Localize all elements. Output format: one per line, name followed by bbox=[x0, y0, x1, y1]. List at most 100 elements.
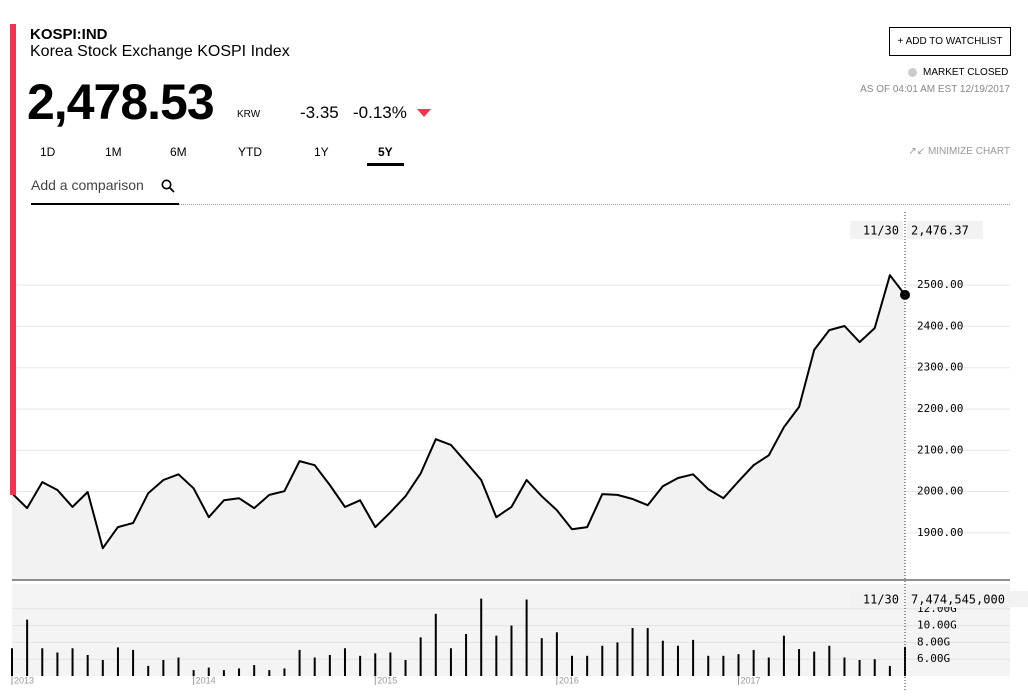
volume-bar bbox=[540, 638, 543, 676]
volume-bar bbox=[586, 655, 589, 676]
volume-bar bbox=[737, 654, 740, 676]
volume-bar bbox=[510, 625, 513, 676]
x-tick-label: 2015 bbox=[377, 675, 397, 685]
volume-bar bbox=[888, 665, 891, 676]
volume-bar bbox=[434, 613, 437, 676]
x-tick-label: 2013 bbox=[14, 675, 34, 685]
ticker: KOSPI:IND bbox=[30, 26, 108, 43]
range-tab[interactable]: 1Y bbox=[314, 145, 329, 159]
volume-bar bbox=[813, 651, 816, 676]
search-icon bbox=[161, 179, 175, 193]
market-status: MARKET CLOSED bbox=[923, 67, 1009, 78]
y-tick-label: 2200.00 bbox=[917, 402, 963, 415]
volume-bar bbox=[904, 646, 906, 676]
volume-bar bbox=[419, 637, 422, 676]
y-tick-label: 8.00G bbox=[917, 635, 950, 648]
volume-bar bbox=[571, 655, 574, 676]
x-tick-label: 2014 bbox=[196, 675, 216, 685]
volume-bar bbox=[313, 657, 316, 676]
watchlist-button[interactable]: + ADD TO WATCHLIST bbox=[889, 27, 1011, 56]
volume-bar bbox=[828, 645, 831, 676]
volume-bar bbox=[767, 657, 770, 676]
volume-bar bbox=[707, 655, 710, 676]
volume-bar bbox=[449, 648, 452, 676]
volume-bar bbox=[86, 654, 89, 676]
range-tab[interactable]: 5Y bbox=[378, 145, 393, 159]
volume-bar bbox=[389, 652, 392, 676]
volume-bar bbox=[404, 660, 407, 676]
minimize-chart[interactable]: ↗↙ MINIMIZE CHART bbox=[908, 146, 1010, 157]
volume-bar bbox=[238, 668, 241, 676]
volume-bar bbox=[328, 654, 331, 676]
volume-bar bbox=[26, 619, 29, 676]
volume-bar bbox=[192, 670, 195, 676]
volume-bar bbox=[41, 648, 44, 676]
volume-bar bbox=[253, 665, 256, 676]
last-point bbox=[900, 289, 910, 300]
volume-bar bbox=[101, 660, 104, 676]
index-name: Korea Stock Exchange KOSPI Index bbox=[30, 43, 290, 60]
volume-bar bbox=[207, 667, 210, 676]
volume-bar bbox=[601, 645, 604, 676]
volume-bar bbox=[616, 642, 619, 676]
volume-bar bbox=[162, 660, 165, 676]
comparison-underline bbox=[31, 203, 179, 205]
volume-bar bbox=[116, 647, 119, 676]
crosshair-value: 2,476.37 bbox=[911, 224, 969, 238]
volume-bar bbox=[858, 660, 861, 676]
crosshair-value-box bbox=[907, 221, 983, 239]
range-tab[interactable]: YTD bbox=[238, 145, 262, 159]
y-tick-label: 6.00G bbox=[917, 652, 950, 665]
y-tick-label: 1900.00 bbox=[917, 526, 963, 539]
x-tick-label: 2017 bbox=[741, 675, 761, 685]
volume-bar bbox=[525, 599, 528, 676]
volume-bar bbox=[268, 670, 271, 676]
crosshair-date-box bbox=[850, 591, 903, 607]
volume-bar bbox=[56, 652, 59, 676]
volume-bar bbox=[661, 640, 664, 676]
change: -3.35 bbox=[300, 103, 339, 122]
volume-bar bbox=[222, 670, 225, 676]
range-tab[interactable]: 1D bbox=[40, 145, 56, 159]
volume-bar bbox=[132, 649, 135, 676]
accent-bar bbox=[10, 24, 16, 495]
volume-bar bbox=[283, 668, 286, 676]
volume-bar bbox=[843, 657, 846, 676]
comparison-input[interactable]: Add a comparison bbox=[31, 177, 144, 193]
y-tick-label: 2300.00 bbox=[917, 361, 963, 374]
volume-bar bbox=[646, 628, 649, 676]
divider bbox=[179, 204, 1010, 205]
volume-bar bbox=[11, 648, 13, 676]
volume-bar bbox=[71, 648, 74, 676]
down-arrow bbox=[417, 109, 431, 117]
volume-bar bbox=[177, 657, 180, 676]
volume-bar bbox=[722, 655, 725, 676]
volume-bar bbox=[465, 633, 468, 676]
volume-bar bbox=[873, 659, 876, 676]
volume-bar bbox=[692, 639, 695, 676]
crosshair-value: 7,474,545,000 bbox=[911, 593, 1005, 607]
y-tick-label: 10.00G bbox=[917, 619, 957, 632]
y-tick-label: 2400.00 bbox=[917, 319, 963, 332]
volume-bar bbox=[343, 648, 346, 676]
area bbox=[12, 275, 905, 580]
status-dot bbox=[908, 68, 917, 77]
crosshair-date-box bbox=[850, 221, 903, 239]
volume-bar bbox=[798, 649, 801, 676]
volume-bar bbox=[631, 628, 634, 676]
range-tab[interactable]: 6M bbox=[170, 145, 187, 159]
volume-bar bbox=[676, 645, 679, 676]
range-tab[interactable]: 1M bbox=[105, 145, 122, 159]
crosshair-value-box bbox=[907, 591, 1028, 607]
volume-bar bbox=[298, 649, 301, 676]
y-tick-label: 2100.00 bbox=[917, 443, 963, 456]
as-of: AS OF 04:01 AM EST 12/19/2017 bbox=[860, 84, 1010, 95]
y-tick-label: 2000.00 bbox=[917, 485, 963, 498]
change-percent: -0.13% bbox=[353, 103, 407, 122]
minimize-label: MINIMIZE CHART bbox=[927, 146, 1010, 157]
price: 2,478.53 bbox=[27, 74, 215, 130]
crosshair-date: 11/30 bbox=[863, 593, 899, 607]
volume-bar bbox=[374, 653, 377, 676]
volume-bar bbox=[359, 655, 362, 676]
